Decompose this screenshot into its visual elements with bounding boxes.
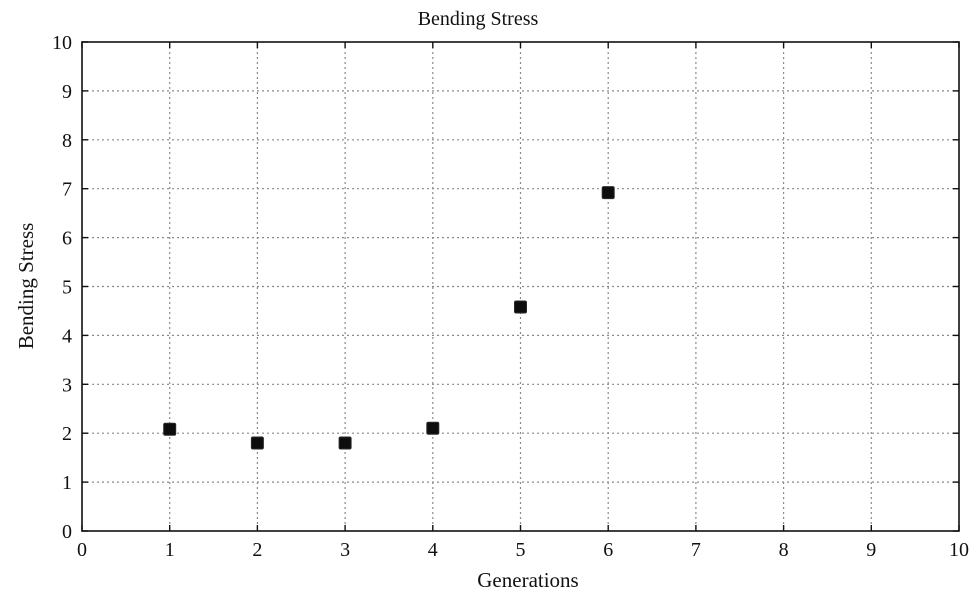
y-axis-label: Bending Stress [14,223,38,350]
y-tick-label: 6 [62,228,72,250]
y-tick-label: 2 [62,423,72,445]
x-tick-label: 2 [252,539,262,561]
x-tick-labels: 0 1 2 3 4 5 6 7 8 9 10 [77,539,969,561]
x-tick-label: 6 [603,539,613,561]
y-tick-label: 8 [62,130,72,152]
chart-title: Bending Stress [418,8,539,30]
x-tick-label: 3 [340,539,350,561]
grid [82,42,959,531]
y-tick-label: 1 [62,472,72,494]
y-tick-label: 4 [62,325,72,347]
data-point [163,422,177,436]
data-point [250,436,264,450]
x-tick-label: 9 [866,539,876,561]
y-tick-label: 10 [52,32,72,54]
data-point [426,421,440,435]
x-axis-label: Generations [477,568,578,592]
y-tick-label: 3 [62,374,72,396]
x-tick-label: 5 [516,539,526,561]
y-tick-labels: 0 1 2 3 4 5 6 7 8 9 10 [52,32,72,543]
data-points [163,186,615,450]
data-point [601,186,615,200]
x-tick-label: 7 [691,539,701,561]
y-tick-label: 7 [62,179,72,201]
x-tick-label: 4 [428,539,438,561]
x-tick-label: 0 [77,539,87,561]
y-tick-label: 9 [62,81,72,103]
y-tick-label: 5 [62,277,72,299]
x-tick-label: 8 [779,539,789,561]
data-point [514,300,527,314]
axis-ticks [81,41,960,532]
x-tick-label: 10 [949,539,969,561]
data-point [338,436,352,450]
y-tick-label: 0 [62,521,72,543]
x-tick-label: 1 [165,539,175,561]
